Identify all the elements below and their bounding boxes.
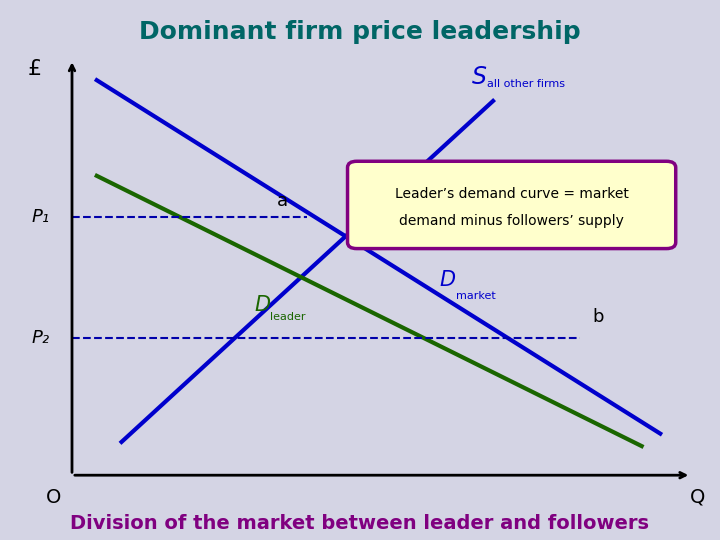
Text: S: S (472, 64, 487, 89)
Text: D: D (440, 270, 456, 290)
Text: all other firms: all other firms (487, 78, 565, 89)
Text: P₂: P₂ (32, 329, 50, 347)
Text: demand minus followers’ supply: demand minus followers’ supply (399, 214, 624, 228)
FancyBboxPatch shape (348, 161, 676, 248)
Text: P₁: P₁ (32, 208, 50, 226)
Text: Division of the market between leader and followers: Division of the market between leader an… (71, 514, 649, 534)
Text: Dominant firm price leadership: Dominant firm price leadership (139, 21, 581, 44)
Text: Q: Q (690, 488, 705, 507)
Text: Leader’s demand curve = market: Leader’s demand curve = market (395, 187, 629, 201)
Text: leader: leader (270, 312, 306, 322)
Text: £: £ (28, 59, 42, 79)
Text: a: a (277, 192, 288, 210)
Text: D: D (254, 295, 270, 315)
Text: O: O (46, 488, 61, 507)
Text: market: market (456, 292, 495, 301)
Text: b: b (593, 308, 604, 326)
